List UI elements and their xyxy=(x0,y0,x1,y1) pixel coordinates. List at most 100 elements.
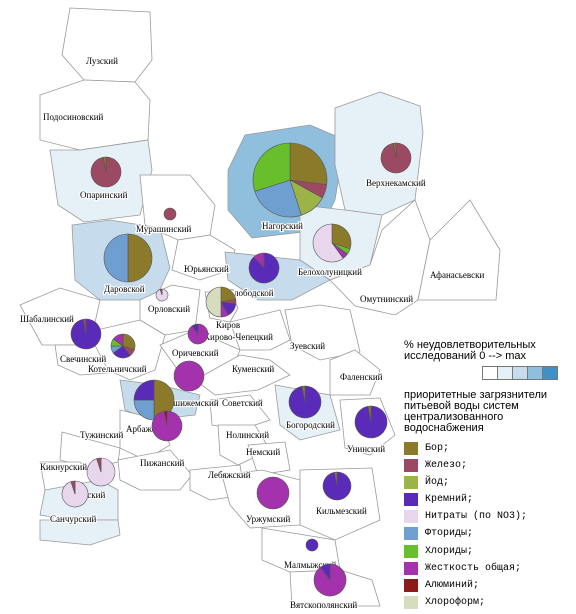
region-Зуевский xyxy=(284,304,361,361)
pie-Белохолуницкий xyxy=(312,223,352,263)
pie-slice xyxy=(173,360,205,392)
region-Пижанский xyxy=(117,449,193,491)
pie-Яранский xyxy=(61,480,89,508)
pie-slice xyxy=(367,405,372,423)
pie-Оричевский xyxy=(173,360,205,392)
region-Кирово-Чепецкий xyxy=(229,309,291,351)
scale-swatch xyxy=(527,366,543,380)
legend-swatch xyxy=(404,544,418,558)
pie-slice xyxy=(191,323,199,335)
legend-label: Бор; xyxy=(425,442,450,454)
region-Куменский xyxy=(194,354,291,396)
region-label: Унинский xyxy=(347,444,385,454)
region-label: Кикнурский xyxy=(40,462,87,472)
region-label: Белохолуницкий xyxy=(298,267,362,277)
region-label: Киров xyxy=(216,320,240,330)
legend-item: Железо; xyxy=(404,457,527,473)
pie-Слободской xyxy=(248,252,280,284)
legend-swatch xyxy=(404,561,418,575)
legend-swatch xyxy=(404,458,418,472)
pie-Мурашинский xyxy=(163,207,177,221)
region-Подосиновский xyxy=(39,79,151,151)
legend-swatch xyxy=(404,493,418,507)
region-label: Опаринский xyxy=(80,190,128,200)
region-label: Вятскополянский xyxy=(290,600,357,610)
legend-swatch xyxy=(404,441,418,455)
region-label: Шабалинский xyxy=(20,314,74,324)
pie-Малмыжский xyxy=(305,538,319,552)
legend-item: Кремний; xyxy=(404,492,527,508)
region-label: Фаленский xyxy=(340,372,383,382)
legend-swatch xyxy=(404,579,418,592)
legend-label: Кремний; xyxy=(425,494,474,506)
pie-slice xyxy=(334,471,338,487)
region-label: Оричевский xyxy=(172,348,219,358)
region-label: Нагорский xyxy=(262,221,303,231)
pie-Верхнекамский xyxy=(380,142,412,174)
region-label: Пижанский xyxy=(140,458,185,468)
region-label: Лебяжский xyxy=(208,470,251,480)
pie-slice xyxy=(133,379,155,401)
legend-scale xyxy=(482,366,558,380)
legend-swatch xyxy=(404,527,418,541)
region-label: Котельничский xyxy=(88,364,147,374)
region-label: Немский xyxy=(246,447,280,457)
pie-slice xyxy=(159,288,163,296)
pie-Кирово-Чепецкий xyxy=(187,323,209,345)
region-label: Куменский xyxy=(232,364,274,374)
pie-slice xyxy=(392,142,397,159)
legend-swatch xyxy=(404,596,418,610)
pie-slice xyxy=(254,179,302,218)
pie-Опаринский xyxy=(90,156,122,188)
region-label: Афанасьевски xyxy=(430,270,484,280)
region-label: Слободской xyxy=(228,288,274,298)
legend-label: Железо; xyxy=(425,459,468,471)
pie-slice xyxy=(96,457,102,473)
pie-slice xyxy=(103,233,129,283)
region-Лузский xyxy=(61,7,153,83)
pie-Нагорский xyxy=(252,142,328,218)
legend-item: Йод; xyxy=(404,474,527,490)
pie-slice xyxy=(320,563,331,581)
region-label: Подосиновский xyxy=(43,112,104,122)
legend-label: Жесткость общая; xyxy=(425,562,522,574)
pie-slice xyxy=(163,410,168,427)
legend-item: Бор; xyxy=(404,440,527,456)
legend-item: Фториды; xyxy=(404,526,527,542)
scale-swatch xyxy=(497,366,513,380)
region-Немский xyxy=(247,441,291,476)
pie-slice xyxy=(305,538,319,552)
pie-Котельничский xyxy=(110,333,136,359)
legend-item: Жесткость общая; xyxy=(404,560,527,576)
region-label: Омутнинский xyxy=(360,294,413,304)
region-label: Нолинский xyxy=(226,430,269,440)
pie-slice xyxy=(253,252,265,269)
pie-slice xyxy=(155,288,169,302)
region-label: Тужинский xyxy=(80,430,123,440)
pie-Уржумский xyxy=(256,476,290,510)
legend-item: Хлориды; xyxy=(404,543,527,559)
pie-slice xyxy=(205,286,222,318)
pie-slice xyxy=(256,476,290,510)
pie-Орловский xyxy=(155,288,169,302)
legend-item: Хлороформ; xyxy=(404,595,527,611)
legend-label: Хлороформ; xyxy=(425,597,486,609)
pie-Верхошижемский xyxy=(133,379,175,421)
region-label: Мурашинский xyxy=(136,224,192,234)
legend-swatch xyxy=(404,510,418,524)
region-label: Санчурский xyxy=(50,514,97,524)
pie-slice xyxy=(289,142,328,185)
region-label: Советский xyxy=(222,398,263,408)
pie-charts xyxy=(61,142,412,597)
legend-pollutant-title: приоритетные загрязнители питьевой воды … xyxy=(404,389,548,434)
legend-items: Бор; Железо; Йод; Кремний; Нитраты (по NO3);… xyxy=(404,440,527,612)
pie-Вятскополянский xyxy=(313,563,347,597)
pie-Киров xyxy=(205,286,237,318)
legend-swatch xyxy=(404,475,418,489)
legend-label: Алюминий; xyxy=(425,580,480,591)
region-label: Кирово-Чепецкий xyxy=(204,332,273,342)
pie-Даровской xyxy=(103,233,153,283)
region-Фаленский xyxy=(329,349,381,396)
pie-Богородский xyxy=(288,385,322,419)
pie-slice xyxy=(301,385,306,403)
